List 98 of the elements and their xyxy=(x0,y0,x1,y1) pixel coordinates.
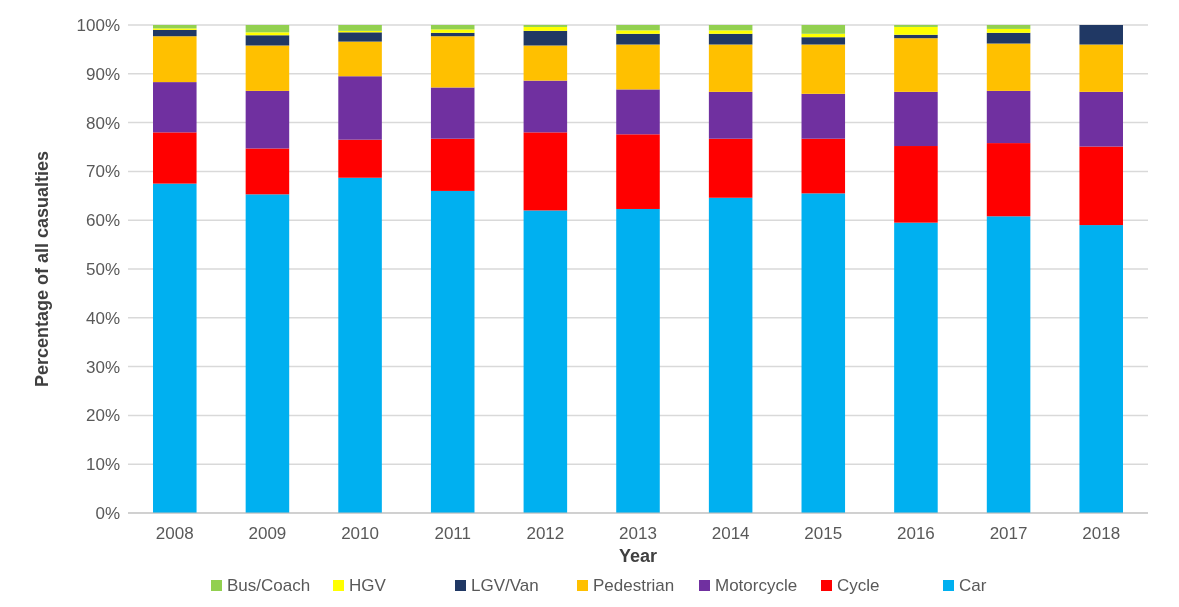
bar xyxy=(616,30,660,34)
bar xyxy=(708,33,753,45)
legend-label: HGV xyxy=(349,576,387,595)
bar xyxy=(894,222,938,513)
bar xyxy=(338,76,382,140)
bar xyxy=(430,138,475,191)
x-axis-title: Year xyxy=(618,546,658,566)
y-tick-label: 70% xyxy=(85,162,120,182)
y-tick-label: 40% xyxy=(85,308,120,328)
bar xyxy=(986,32,1031,44)
bar xyxy=(245,35,290,46)
x-tick-label: 2017 xyxy=(989,524,1028,543)
x-tick-label: 2011 xyxy=(434,524,471,543)
y-tick-label: 0% xyxy=(95,503,120,523)
bar xyxy=(430,29,475,33)
bar xyxy=(430,36,475,88)
x-tick-label: 2012 xyxy=(526,524,565,543)
x-tick-label: 2010 xyxy=(341,524,379,543)
bar xyxy=(801,25,846,34)
bar xyxy=(708,25,753,31)
bar xyxy=(153,82,197,133)
legend-label: Pedestrian xyxy=(593,576,675,595)
bar xyxy=(894,26,938,35)
bar xyxy=(430,87,475,139)
bar xyxy=(430,25,475,30)
bar xyxy=(245,32,290,36)
y-tick-label: 30% xyxy=(85,357,120,377)
bar xyxy=(245,25,290,33)
bar xyxy=(1079,225,1123,513)
x-tick-label: 2008 xyxy=(155,524,194,543)
bar xyxy=(894,146,938,223)
bar xyxy=(616,134,660,209)
bar xyxy=(523,45,568,81)
x-tick-label: 2016 xyxy=(897,524,935,543)
y-tick-label: 60% xyxy=(85,211,120,231)
bar xyxy=(801,37,846,45)
legend-label: Car xyxy=(959,576,987,595)
y-tick-label: 90% xyxy=(85,64,120,84)
bar xyxy=(708,30,753,34)
legend-label: Motorcycle xyxy=(715,576,798,595)
bar xyxy=(801,44,846,94)
bar xyxy=(523,26,568,31)
bar xyxy=(986,43,1031,91)
bar xyxy=(245,90,290,149)
bar xyxy=(616,208,660,513)
bar xyxy=(523,80,568,133)
bar xyxy=(1079,25,1123,45)
bar xyxy=(986,90,1031,144)
bar xyxy=(523,30,568,46)
bar xyxy=(616,25,660,31)
bar xyxy=(245,45,290,91)
y-tick-label: 20% xyxy=(85,406,120,426)
bar xyxy=(986,28,1031,33)
bar xyxy=(338,177,382,513)
bar xyxy=(338,41,382,77)
legend-label: Bus/Coach xyxy=(227,576,311,595)
x-tick-label: 2015 xyxy=(804,524,843,543)
bar xyxy=(801,193,846,513)
y-tick-label: 100% xyxy=(76,15,120,35)
y-axis-title: Percentage of all casualties xyxy=(32,150,52,388)
y-tick-label: 10% xyxy=(85,455,120,475)
bar xyxy=(245,194,290,513)
x-tick-label: 2018 xyxy=(1082,524,1121,543)
bar xyxy=(338,139,382,178)
x-tick-label: 2009 xyxy=(248,524,287,543)
bar xyxy=(616,44,660,90)
bar xyxy=(894,91,938,147)
bar xyxy=(1079,146,1123,226)
bar xyxy=(338,25,382,31)
bar xyxy=(708,91,753,139)
bar xyxy=(986,143,1031,217)
bar xyxy=(430,190,475,513)
bar xyxy=(153,132,197,184)
bar xyxy=(523,210,568,513)
bar xyxy=(616,33,660,45)
bar xyxy=(1079,44,1123,92)
y-tick-label: 50% xyxy=(85,259,120,279)
legend-label: LGV/Van xyxy=(471,576,539,595)
legend-label: Cycle xyxy=(837,576,880,595)
bar xyxy=(894,38,938,92)
bar xyxy=(708,197,753,513)
bar xyxy=(153,36,197,83)
bar xyxy=(153,183,197,513)
bar xyxy=(801,138,846,194)
x-tick-label: 2014 xyxy=(711,524,750,543)
bar xyxy=(523,132,568,211)
bar xyxy=(338,32,382,42)
bar xyxy=(708,138,753,198)
x-tick-label: 2013 xyxy=(619,524,657,543)
bar xyxy=(801,93,846,139)
bar xyxy=(1079,91,1123,147)
bar xyxy=(986,25,1031,29)
y-tick-label: 80% xyxy=(85,113,120,133)
bar xyxy=(153,29,197,37)
bar xyxy=(616,89,660,135)
bar xyxy=(708,44,753,92)
bar xyxy=(245,148,290,195)
bar xyxy=(986,216,1031,513)
